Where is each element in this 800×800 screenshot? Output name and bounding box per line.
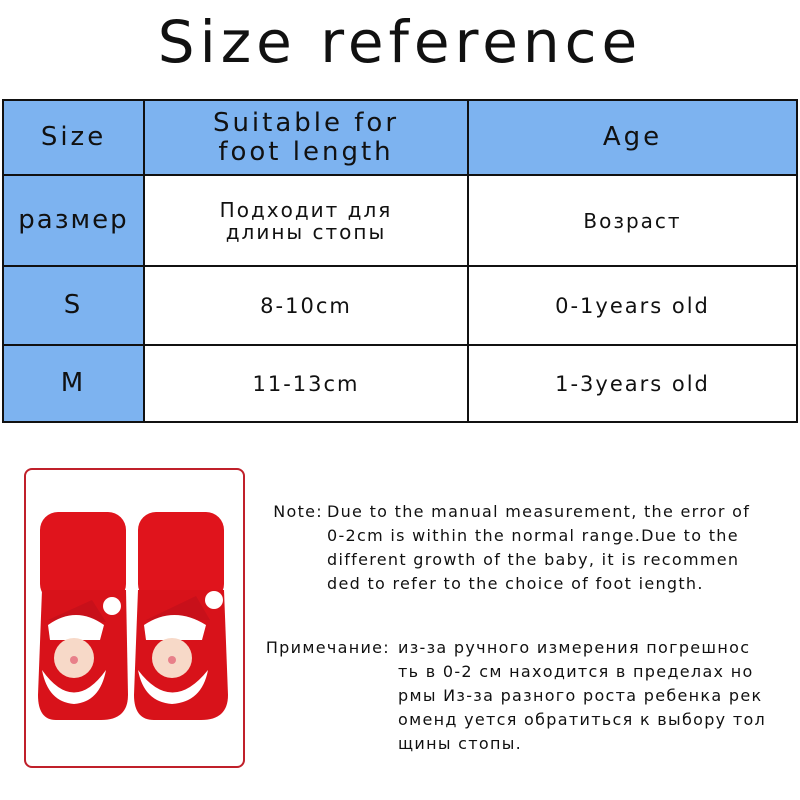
note-line-ru: оменд уется обратиться к выбору тол (398, 710, 767, 729)
cell-size: S (2, 265, 145, 346)
note-line: ded to refer to the choice of foot iengt… (327, 574, 704, 593)
note-label-ru: Примечание: (265, 638, 390, 657)
cell-age: 0-1years old (467, 265, 798, 346)
header-foot-line1: Suitable for (212, 107, 400, 138)
cell-foot-length: 11-13cm (143, 344, 469, 423)
header-age: Age (467, 99, 798, 176)
ru-header-size: размер (2, 174, 145, 267)
note-line-ru: из-за ручного измерения погрешнос (398, 638, 751, 657)
header-foot-line2: foot length (218, 136, 394, 167)
cell-size: M (2, 344, 145, 423)
page-title: Size reference (157, 8, 643, 76)
santa-socks-illustration (38, 512, 228, 720)
sock-right (134, 512, 228, 720)
note-line-ru: щины стопы. (398, 734, 523, 753)
ru-foot-line1: Подходит для (219, 197, 393, 222)
note-label: Note: (273, 502, 323, 521)
cell-foot-length: 8-10cm (143, 265, 469, 346)
table-row: S 8-10cm 0-1years old (2, 265, 798, 346)
size-table: Size Suitable for foot length Age размер … (2, 99, 798, 423)
header-size: Size (2, 99, 145, 176)
table-ru-header-row: размер Подходит для длины стопы Возраст (2, 174, 798, 267)
note-line: different growth of the baby, it is reco… (327, 550, 740, 569)
table-header-row: Size Suitable for foot length Age (2, 99, 798, 176)
ru-header-age: Возраст (467, 174, 798, 267)
header-foot-length: Suitable for foot length (143, 99, 469, 176)
note-line-ru: рмы Из-за разного роста ребенка рек (398, 686, 763, 705)
note-line: 0-2cm is within the normal range.Due to … (327, 526, 739, 545)
note-line-ru: ть в 0-2 см находится в пределах но (398, 662, 754, 681)
table-row: M 11-13cm 1-3years old (2, 344, 798, 423)
ru-header-foot-length: Подходит для длины стопы (143, 174, 469, 267)
ru-foot-line2: длины стопы (225, 219, 387, 244)
product-photo (24, 468, 245, 768)
sock-left (38, 512, 128, 720)
cell-age: 1-3years old (467, 344, 798, 423)
note-line: Due to the manual measurement, the error… (327, 502, 751, 521)
